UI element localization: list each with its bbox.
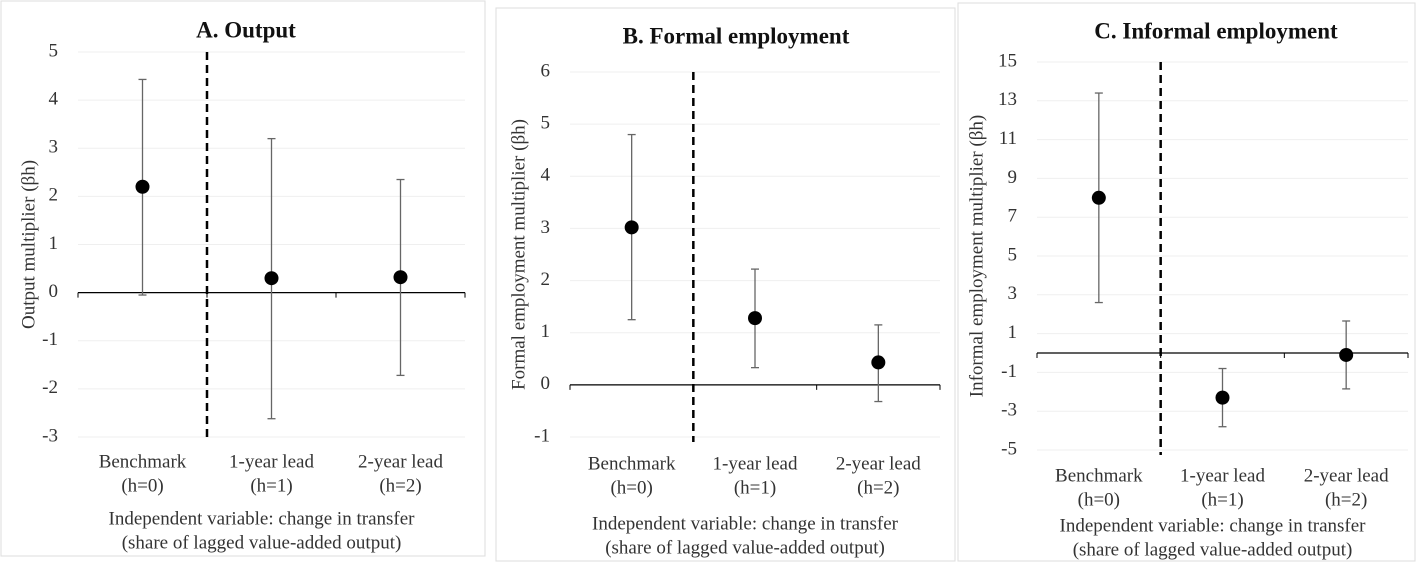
x-axis-label: (share of lagged value-added output) — [122, 532, 402, 553]
y-tick-label: 1 — [541, 321, 551, 342]
x-axis-label: (share of lagged value-added output) — [605, 537, 885, 558]
point — [1339, 347, 1354, 362]
y-axis-label: Informal employment multiplier (βh) — [966, 115, 987, 397]
x-axis-label: Independent variable: change in transfer — [109, 508, 416, 529]
x-tick-label: (h=1) — [250, 475, 292, 496]
y-tick-label: 2 — [541, 269, 551, 290]
point — [1215, 390, 1230, 405]
y-tick-label: 5 — [49, 40, 59, 61]
y-tick-label: 3 — [49, 137, 59, 158]
point — [871, 355, 886, 370]
x-tick-label: (h=0) — [610, 477, 652, 498]
y-tick-label: 0 — [541, 373, 551, 394]
x-tick-label: (h=2) — [379, 475, 421, 496]
y-tick-label: 4 — [49, 88, 59, 109]
x-tick-label: 1-year lead — [229, 451, 314, 472]
point — [748, 311, 762, 326]
y-tick-label: -3 — [1001, 400, 1017, 421]
y-tick-label: 0 — [49, 281, 59, 302]
panel-border — [0, 0, 486, 557]
chart-title: B. Formal employment — [623, 23, 850, 48]
x-tick-label: Benchmark — [588, 453, 676, 474]
x-tick-label: Benchmark — [99, 451, 187, 472]
y-tick-label: 9 — [1008, 167, 1018, 188]
x-axis-label: Independent variable: change in transfer — [592, 513, 899, 534]
panel-border — [495, 7, 956, 562]
x-tick-label: (h=1) — [734, 477, 776, 498]
point — [264, 271, 279, 286]
x-tick-label: (h=2) — [857, 477, 899, 498]
point — [393, 270, 408, 285]
x-tick-label: (h=0) — [1078, 489, 1120, 510]
x-axis-label: Independent variable: change in transfer — [1060, 515, 1367, 536]
x-tick-label: 1-year lead — [713, 453, 798, 474]
y-tick-label: -1 — [534, 425, 550, 446]
y-tick-label: 3 — [541, 217, 551, 238]
y-tick-label: -1 — [42, 329, 58, 350]
x-tick-label: 2-year lead — [836, 453, 921, 474]
point — [624, 220, 639, 235]
y-tick-label: 7 — [1008, 206, 1018, 227]
y-tick-label: -2 — [42, 377, 58, 398]
point — [135, 179, 150, 194]
y-tick-label: 15 — [998, 50, 1017, 71]
x-tick-label: (h=0) — [121, 475, 163, 496]
chart-title: C. Informal employment — [1094, 18, 1338, 43]
y-tick-label: 1 — [49, 233, 59, 254]
x-tick-label: 2-year lead — [358, 451, 443, 472]
y-tick-label: 4 — [541, 165, 551, 186]
y-tick-label: 11 — [999, 128, 1017, 149]
y-tick-label: 2 — [49, 185, 59, 206]
panel-border — [957, 2, 1416, 562]
y-tick-label: 13 — [998, 89, 1017, 110]
y-axis-label: Formal employment multiplier (βh) — [508, 119, 529, 390]
y-tick-label: 6 — [541, 60, 551, 81]
x-tick-label: Benchmark — [1055, 465, 1143, 486]
y-axis-label: Output multiplier (βh) — [18, 160, 39, 329]
y-tick-label: -5 — [1001, 438, 1017, 459]
x-axis-label: (share of lagged value-added output) — [1073, 539, 1353, 560]
chart-title: A. Output — [196, 17, 296, 42]
x-tick-label: (h=1) — [1201, 489, 1243, 510]
y-tick-label: 5 — [1008, 244, 1018, 265]
x-tick-label: (h=2) — [1325, 489, 1367, 510]
y-tick-label: 1 — [1008, 322, 1018, 343]
y-tick-label: 3 — [1008, 283, 1018, 304]
y-tick-label: -1 — [1001, 361, 1017, 382]
x-tick-label: 2-year lead — [1304, 465, 1389, 486]
x-tick-label: 1-year lead — [1180, 465, 1265, 486]
y-tick-label: 5 — [541, 113, 551, 134]
point — [1091, 190, 1106, 205]
y-tick-label: -3 — [42, 425, 58, 446]
